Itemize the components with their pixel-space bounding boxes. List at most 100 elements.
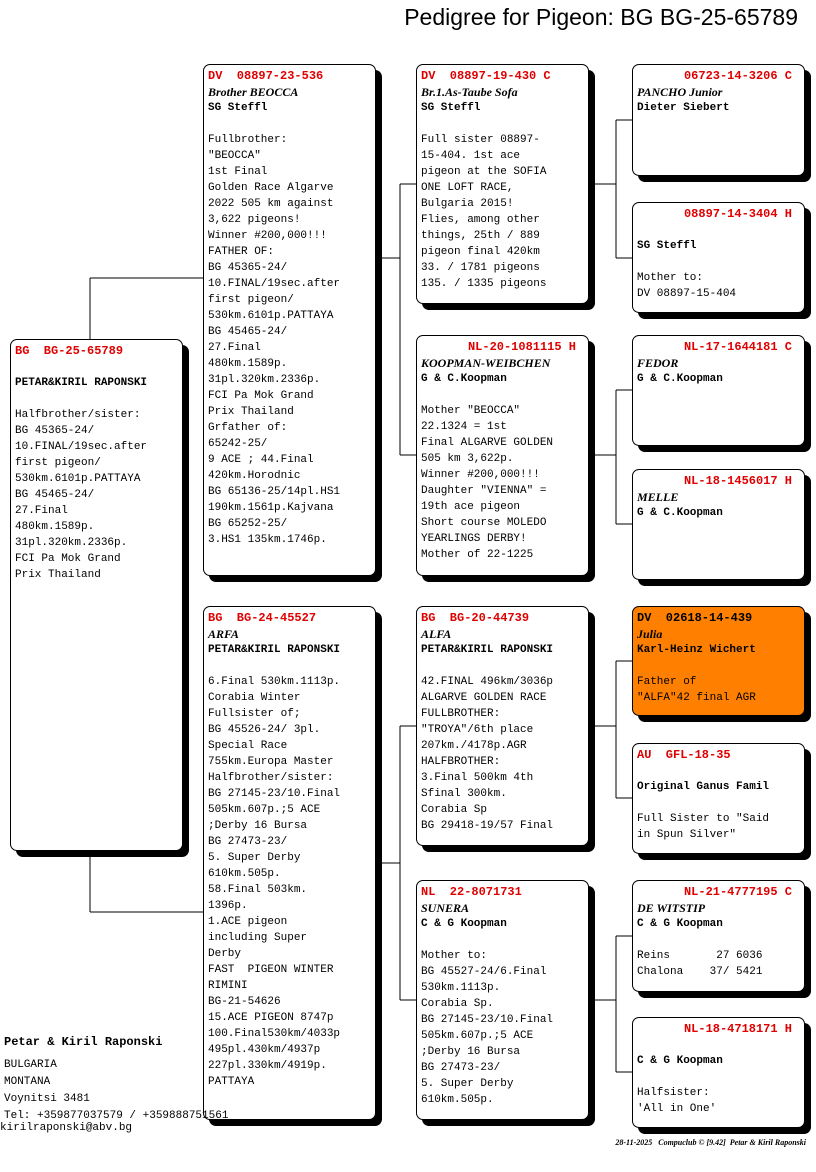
ring-number: NL-18-4718171 H — [683, 1022, 792, 1036]
note-line: 135. / 1335 pigeons — [421, 278, 547, 290]
note-line: things, 25th / 889 — [421, 230, 540, 242]
note-line: Fullbrother: — [208, 134, 288, 146]
ancestor-card: 06723-14-3206 C PANCHO Junior Dieter Siebe… — [632, 64, 805, 176]
note-line: BG 27473-23/ — [421, 1062, 501, 1074]
note-line: Daughter "VIENNA" = — [421, 485, 547, 497]
note-line: Fullsister of; — [208, 708, 301, 720]
note-line: Derby — [208, 948, 242, 960]
note-line: 610km.505p. — [208, 868, 281, 880]
note-line: 10.FINAL/19sec.after — [15, 441, 148, 453]
note-line: Reins 27 6036 — [637, 950, 763, 962]
note-line: BG 45465-24/ — [208, 326, 288, 338]
note-line: BG 45365-24/ — [15, 425, 95, 437]
owner-name: Karl-Heinz Wichert — [637, 644, 756, 656]
pigeon-name: MELLE — [637, 490, 679, 504]
note-line: 610km.505p. — [421, 1094, 494, 1106]
note-line: 755km.Europa Master — [208, 756, 334, 768]
spacer — [637, 795, 800, 811]
ring-number: NL-20-1081115 H — [467, 340, 576, 354]
note-line: 1st Final — [208, 166, 268, 178]
owner-name: G & C.Koopman — [637, 373, 723, 385]
note-line: 100.Final530km/4033p — [208, 1028, 341, 1040]
note-line: FCI Pa Mok Grand — [15, 553, 121, 565]
note-line: Prix Thailand — [208, 406, 294, 418]
ancestor-card: AU GFL-18-35 Original Ganus Famil Full Sis… — [632, 743, 805, 854]
note-line: including Super — [208, 932, 308, 944]
note-line: ;Derby 16 Bursa — [208, 820, 308, 832]
note-line: 3,622 pigeons! — [208, 214, 301, 226]
owner-name: PETAR&KIRIL RAPONSKI — [15, 377, 148, 389]
note-line: Flies, among other — [421, 214, 540, 226]
note-line: BG 29418-19/57 Final — [421, 820, 554, 832]
note-line: 530km.6101p.PATTAYA — [15, 473, 141, 485]
note-line: 'All in One' — [637, 1103, 717, 1115]
note-line: 5. Super Derby — [421, 1078, 514, 1090]
ring-number: AU GFL-18-35 — [637, 748, 731, 762]
subject-pigeon-card: BG BG-25-65789 PETAR&KIRIL RAPONSKI Halfbr… — [10, 339, 183, 851]
spacer — [208, 116, 371, 132]
page-title: Pedigree for Pigeon: BG BG-25-65789 — [404, 4, 798, 30]
note-line: Mother to: — [421, 950, 488, 962]
note-line: pigeon final 420km — [421, 246, 540, 258]
ancestor-card: BG BG-20-44739 ALFA PETAR&KIRIL RAPONSKI 42… — [416, 606, 589, 846]
breeder-phone: Tel: +359877037579 / +359888751561 — [4, 1110, 229, 1122]
note-line: first pigeon/ — [208, 294, 294, 306]
note-line: 9 ACE ; 44.Final — [208, 454, 314, 466]
note-line: 3.Final 500km 4th — [421, 772, 534, 784]
note-line: 65242-25/ — [208, 438, 268, 450]
note-line: 227pl.330km/4919p. — [208, 1060, 327, 1072]
note-line: Bulgaria 2015! — [421, 198, 514, 210]
note-line: Prix Thailand — [15, 569, 101, 581]
ancestor-card: NL-21-4777195 C DE WITSTIP C & G Koopman Re… — [632, 880, 805, 992]
ancestor-card: 08897-14-3404 H SG Steffl Mother to: DV 088… — [632, 202, 805, 313]
note-line: Father of — [637, 676, 697, 688]
note-line: BG 45465-24/ — [15, 489, 95, 501]
note-line: first pigeon/ — [15, 457, 101, 469]
spacer — [637, 658, 800, 674]
note-line: in Spun Silver" — [637, 829, 737, 841]
note-line: 530km.6101p.PATTAYA — [208, 310, 334, 322]
breeder-address: Voynitsi 3481 — [4, 1093, 90, 1105]
note-line: DV 08897-15-404 — [637, 288, 737, 300]
owner-name: PETAR&KIRIL RAPONSKI — [208, 644, 341, 656]
note-line: BG 65136-25/14pl.HS1 — [208, 486, 341, 498]
note-line: ONE LOFT RACE, — [421, 182, 514, 194]
note-line: BG 45527-24/6.Final — [421, 966, 547, 978]
pigeon-name: Br.1.As-Taube Sofa — [421, 85, 518, 99]
note-line: 480km.1589p. — [208, 358, 288, 370]
spacer — [15, 391, 178, 407]
note-line: pigeon at the SOFIA — [421, 166, 547, 178]
owner-name: SG Steffl — [421, 102, 481, 114]
pigeon-name: FEDOR — [637, 356, 679, 370]
note-line: 420km.Horodnic — [208, 470, 301, 482]
pigeon-name: KOOPMAN-WEIBCHEN — [421, 356, 551, 370]
footer-credits: 28-11-2025 Compuclub © [9.42] Petar & Ki… — [615, 1138, 806, 1147]
owner-name: Original Ganus Famil — [637, 781, 770, 793]
note-line: Mother "BEOCCA" — [421, 405, 521, 417]
breeder-info: Petar & Kiril Raponski BULGARIA MONTANA Voy… — [4, 1034, 228, 1125]
pigeon-name — [637, 763, 800, 779]
note-line: ALGARVE GOLDEN RACE — [421, 692, 547, 704]
owner-name: SG Steffl — [637, 240, 697, 252]
note-line: Winner #200,000!!! — [421, 469, 540, 481]
note-line: "ALFA"42 final AGR — [637, 692, 756, 704]
note-line: ;Derby 16 Bursa — [421, 1046, 521, 1058]
note-line: 505 km 3,622p. — [421, 453, 514, 465]
note-line: 5. Super Derby — [208, 852, 301, 864]
note-line: YEARLINGS DERBY! — [421, 533, 527, 545]
note-line: 1.ACE pigeon — [208, 916, 288, 928]
ancestor-card: NL-20-1081115 H KOOPMAN-WEIBCHEN G & C.Koo… — [416, 335, 589, 576]
ring-number: DV 08897-23-536 — [208, 69, 324, 83]
ancestor-card: NL-18-4718171 H C & G Koopman Halfsister: '… — [632, 1017, 805, 1128]
pigeon-name: SUNERA — [421, 901, 470, 915]
note-line: 27.Final — [208, 342, 261, 354]
breeder-name: Petar & Kiril Raponski — [4, 1035, 163, 1049]
breeder-country: BULGARIA — [4, 1059, 57, 1071]
note-line: 1396p. — [208, 900, 248, 912]
note-line: FULLBROTHER: — [421, 708, 501, 720]
ancestor-card: NL 22-8071731 SUNERA C & G Koopman Mother t… — [416, 880, 589, 1120]
note-line: 19th ace pigeon — [421, 501, 521, 513]
ring-number: BG BG-20-44739 — [421, 611, 530, 625]
